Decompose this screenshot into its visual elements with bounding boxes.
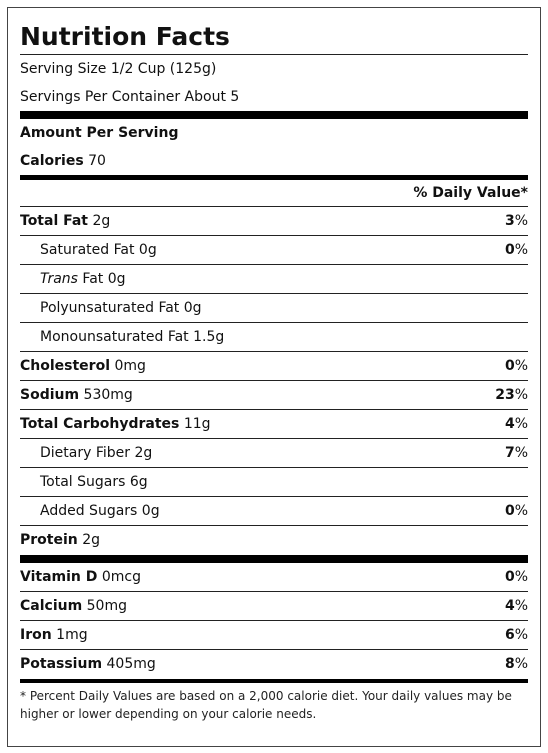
nutrient-name: Cholesterol xyxy=(20,358,110,374)
nutrient-amount: 0g xyxy=(107,271,126,287)
nutrition-label: Nutrition Facts Serving Size 1/2 Cup (12… xyxy=(7,7,541,747)
vitamin-list: Vitamin D 0mcg 0% Calcium 50mg 4% Iron 1mg 6%… xyxy=(20,563,528,679)
servings-per-container: Servings Per Container About 5 xyxy=(20,89,240,105)
nutrient-name: Potassium xyxy=(20,656,103,672)
nutrient-name: Added Sugars xyxy=(40,503,138,519)
nutrient-name: Total Sugars xyxy=(40,474,126,490)
nutrient-row: Total Carbohydrates 11g 4% xyxy=(20,410,528,439)
daily-value: 8% xyxy=(504,656,528,672)
nutrient: Dietary Fiber 2g xyxy=(40,439,152,467)
nutrient: Total Fat 2g xyxy=(20,207,110,235)
nutrient-amount: 0mcg xyxy=(101,569,141,585)
nutrient-name: Fat xyxy=(82,271,104,287)
nutrient-name: Vitamin D xyxy=(20,569,98,585)
nutrient-row: Calcium 50mg 4% xyxy=(20,592,528,621)
nutrient-row: Total Fat 2g 3% xyxy=(20,207,528,236)
nutrient-name: Iron xyxy=(20,627,52,643)
nutrient: Polyunsaturated Fat 0g xyxy=(40,294,202,322)
daily-value: 7% xyxy=(504,445,528,461)
nutrient-name: Polyunsaturated Fat xyxy=(40,300,180,316)
nutrient-row: Potassium 405mg 8% xyxy=(20,650,528,679)
serving-size: Serving Size 1/2 Cup (125g) xyxy=(20,61,217,77)
amount-per-serving: Amount Per Serving xyxy=(20,125,179,141)
nutrient-amount: 530mg xyxy=(83,387,133,403)
nutrient: Potassium 405mg xyxy=(20,650,156,679)
nutrient-amount: 2g xyxy=(134,445,153,461)
divider xyxy=(20,111,528,119)
nutrient: Calcium 50mg xyxy=(20,592,127,620)
nutrient-row: Polyunsaturated Fat 0g xyxy=(20,294,528,323)
nutrient-amount: 50mg xyxy=(86,598,127,614)
nutrient: Sodium 530mg xyxy=(20,381,133,409)
nutrient-row: Cholesterol 0mg 0% xyxy=(20,352,528,381)
nutrient-row: Trans Fat 0g xyxy=(20,265,528,294)
daily-value: 0% xyxy=(504,503,528,519)
nutrient: Vitamin D 0mcg xyxy=(20,563,141,591)
nutrient-row: Added Sugars 0g 0% xyxy=(20,497,528,526)
daily-value: 3% xyxy=(504,213,528,229)
daily-value: 0% xyxy=(504,358,528,374)
daily-value: 4% xyxy=(504,416,528,432)
nutrient-row: Monounsaturated Fat 1.5g xyxy=(20,323,528,352)
daily-value-header: % Daily Value* xyxy=(20,180,528,207)
nutrient-amount: 2g xyxy=(82,532,100,548)
nutrient-name: Saturated Fat xyxy=(40,242,135,258)
nutrient-row: Protein 2g xyxy=(20,526,528,555)
nutrient: Cholesterol 0mg xyxy=(20,352,146,380)
nutrient-amount: 0mg xyxy=(114,358,146,374)
nutrient-row: Dietary Fiber 2g 7% xyxy=(20,439,528,468)
daily-value: 0% xyxy=(504,569,528,585)
footnote: * Percent Daily Values are based on a 2,… xyxy=(20,689,512,721)
nutrient: Total Sugars 6g xyxy=(40,468,148,496)
calories-amount: 70 xyxy=(88,153,106,169)
nutrient-name: Sodium xyxy=(20,387,80,403)
nutrient-name: Calcium xyxy=(20,598,83,614)
nutrient-row: Vitamin D 0mcg 0% xyxy=(20,563,528,592)
nutrient: Monounsaturated Fat 1.5g xyxy=(40,323,224,351)
nutrient: Total Carbohydrates 11g xyxy=(20,410,211,438)
nutrient-name: Dietary Fiber xyxy=(40,445,131,461)
nutrient-name: Monounsaturated Fat xyxy=(40,329,189,345)
nutrient-amount: 1.5g xyxy=(193,329,225,345)
nutrient-row: Saturated Fat 0g 0% xyxy=(20,236,528,265)
nutrient-name: Total Carbohydrates xyxy=(20,416,180,432)
nutrient: Trans Fat 0g xyxy=(40,265,126,293)
divider xyxy=(20,175,528,180)
nutrient-amount: 1mg xyxy=(56,627,88,643)
nutrient: Added Sugars 0g xyxy=(40,497,160,525)
nutrient-amount: 2g xyxy=(92,213,111,229)
nutrient-amount: 405mg xyxy=(106,656,156,672)
nutrient: Saturated Fat 0g xyxy=(40,236,157,264)
divider xyxy=(20,555,528,563)
daily-value: 0% xyxy=(504,242,528,258)
divider xyxy=(20,679,528,683)
calories-label: Calories xyxy=(20,153,84,169)
nutrient-name-italic: Trans xyxy=(40,271,78,287)
daily-value: 23% xyxy=(495,387,528,403)
nutrient-row: Total Sugars 6g xyxy=(20,468,528,497)
nutrient-amount: 0g xyxy=(183,300,202,316)
daily-value: 4% xyxy=(504,598,528,614)
nutrient: Iron 1mg xyxy=(20,621,88,649)
nutrient-row: Iron 1mg 6% xyxy=(20,621,528,650)
nutrient-amount: 0g xyxy=(141,503,160,519)
nutrient-row: Sodium 530mg 23% xyxy=(20,381,528,410)
nutrient-name: Protein xyxy=(20,532,78,548)
nutrient-list: Total Fat 2g 3% Saturated Fat 0g 0% Trans Fa… xyxy=(20,207,528,555)
title: Nutrition Facts xyxy=(20,22,528,55)
nutrient-amount: 11g xyxy=(183,416,211,432)
nutrient-name: Total Fat xyxy=(20,213,89,229)
calories: Calories 70 xyxy=(20,147,528,175)
nutrient-amount: 0g xyxy=(138,242,157,258)
nutrient: Protein 2g xyxy=(20,526,100,555)
daily-value: 6% xyxy=(504,627,528,643)
nutrient-amount: 6g xyxy=(129,474,148,490)
